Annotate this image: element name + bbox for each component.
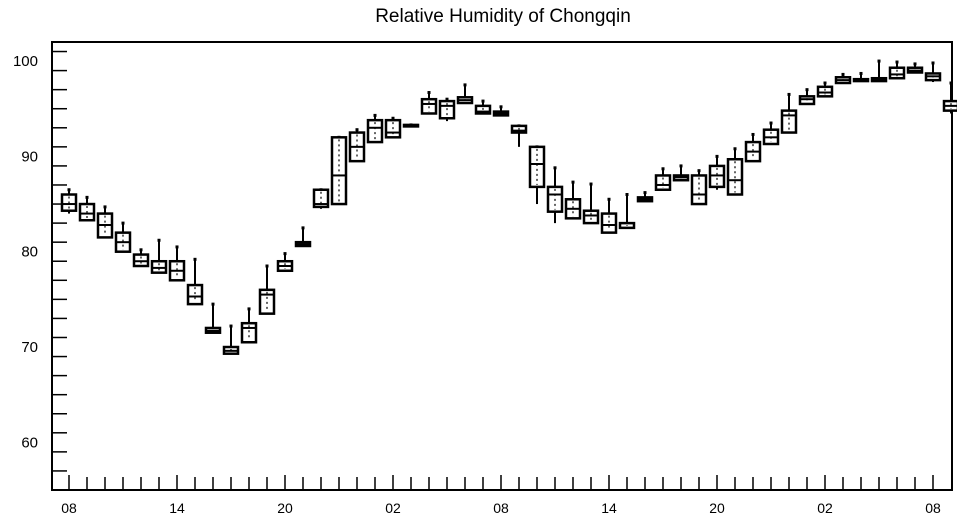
box-plot: [258, 264, 276, 315]
box-iqr: [888, 66, 906, 80]
box-iqr: [582, 209, 600, 225]
box-plot: [924, 61, 942, 83]
box-plot: [150, 238, 168, 274]
x-tick-label: 02: [817, 500, 833, 516]
box-plot: [744, 132, 762, 163]
box-plot: [852, 71, 870, 83]
box-plot: [168, 245, 186, 282]
box-plot: [726, 147, 744, 196]
box-plot: [870, 59, 888, 83]
box-plot: [906, 62, 924, 74]
y-tick-label: 60: [21, 434, 38, 451]
box-iqr: [690, 174, 708, 206]
box-plot: [618, 193, 636, 230]
y-tick-label: 100: [13, 53, 38, 70]
box-plot: [348, 128, 366, 163]
box-plot: [474, 99, 492, 115]
box-iqr: [366, 118, 384, 144]
box-iqr: [186, 283, 204, 306]
box-plot: [366, 113, 384, 144]
box-plot: [564, 180, 582, 220]
box-plot: [528, 145, 546, 205]
box-plot: [78, 195, 96, 222]
box-plot: [330, 135, 348, 206]
box-plot: [114, 221, 132, 253]
box-plot: [456, 83, 474, 105]
x-tick-label: 20: [277, 500, 293, 516]
box-plot: [132, 248, 150, 268]
y-tick-label: 90: [21, 148, 38, 165]
box-plot: [60, 188, 78, 214]
box-plot: [312, 188, 330, 209]
box-plot: [276, 252, 294, 273]
box-plot: [762, 121, 780, 146]
box-plot: [834, 72, 852, 85]
box-plot: [96, 205, 114, 239]
x-tick-label: 02: [385, 500, 401, 516]
box-plot: [420, 91, 438, 115]
x-tick-label: 08: [925, 500, 941, 516]
box-plot: [510, 124, 528, 147]
box-plot: [240, 307, 258, 344]
box-plot: [654, 167, 672, 191]
box-plot: [204, 302, 222, 334]
x-tick-label: 14: [169, 500, 185, 516]
box-plot: [402, 122, 420, 128]
box-plot: [186, 257, 204, 306]
box-plot: [600, 197, 618, 234]
x-tick-label: 08: [61, 500, 77, 516]
box-plot: [780, 92, 798, 134]
box-plot: [438, 97, 456, 122]
box-plot: [582, 182, 600, 225]
chart-title: Relative Humidity of Chongqin: [375, 6, 631, 27]
box-plot: [384, 116, 402, 139]
x-tick-label: 14: [601, 500, 617, 516]
box-plot: [888, 60, 906, 80]
box-iqr: [600, 212, 618, 234]
y-tick-label: 80: [21, 244, 38, 261]
plot-area-frame: [51, 41, 953, 491]
box-plot: [942, 81, 957, 114]
box-iqr: [528, 145, 546, 189]
box-series: [60, 59, 957, 355]
box-plot: [690, 169, 708, 206]
y-tick-label: 70: [21, 339, 38, 356]
box-plot: [294, 226, 312, 248]
box-plot: [636, 191, 654, 203]
box-plot: [546, 166, 564, 224]
y-axis: 60 70 80 90 100: [13, 50, 67, 491]
box-plot: [708, 154, 726, 190]
box-plot: [492, 105, 510, 117]
x-axis: 08 14 20 02 08 14 20 02 08: [61, 475, 941, 516]
box-plot: [798, 88, 816, 106]
box-plot: [816, 81, 834, 98]
box-iqr: [258, 288, 276, 315]
box-plot: [222, 324, 240, 355]
x-tick-label: 08: [493, 500, 509, 516]
x-tick-label: 20: [709, 500, 725, 516]
box-plot: [672, 164, 690, 182]
